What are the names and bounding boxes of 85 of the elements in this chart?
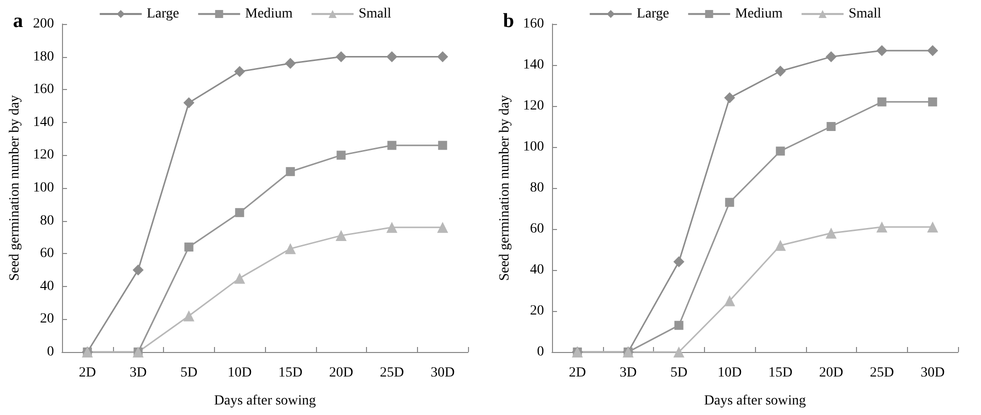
point <box>387 140 396 150</box>
point <box>234 272 246 284</box>
point <box>724 92 736 104</box>
chart-title: a <box>13 10 23 32</box>
y-tick-label: 0 <box>47 344 54 360</box>
x-tick-label: 15D <box>768 366 792 380</box>
x-tick-label: 5D <box>670 366 688 380</box>
point <box>437 222 448 233</box>
point <box>674 320 684 330</box>
point <box>336 150 346 160</box>
x-tick-label: 20D <box>819 366 844 380</box>
x-tick-label: 30D <box>430 366 455 380</box>
point <box>774 66 786 77</box>
point <box>183 310 194 322</box>
y-axis-title: Seed germination number by day <box>8 95 22 281</box>
point <box>724 295 736 306</box>
y-tick-label: 140 <box>523 58 544 72</box>
y-tick-label: 140 <box>33 114 54 130</box>
point <box>928 97 938 106</box>
y-tick-label: 60 <box>40 246 54 262</box>
point <box>927 45 938 56</box>
point <box>877 97 886 106</box>
point <box>826 228 837 239</box>
point <box>876 45 888 56</box>
point <box>438 140 448 150</box>
y-tick-label: 200 <box>33 16 54 32</box>
point <box>184 242 194 252</box>
x-tick-label: 10D <box>228 366 252 380</box>
point <box>774 240 786 251</box>
point <box>826 122 836 131</box>
point <box>826 51 837 62</box>
point <box>776 146 785 156</box>
y-tick-label: 180 <box>33 49 54 64</box>
legend-label: Large <box>636 6 670 22</box>
point <box>673 346 684 358</box>
point <box>235 208 244 218</box>
y-axis-title: Seed germination number by day <box>498 95 512 281</box>
legend-label: Small <box>358 6 392 22</box>
y-tick-label: 20 <box>40 312 54 327</box>
point <box>336 230 347 242</box>
point <box>927 221 938 232</box>
y-tick-label: 80 <box>40 213 54 228</box>
x-tick-label: 3D <box>620 366 637 380</box>
y-tick-label: 120 <box>33 148 54 163</box>
x-tick-label: 25D <box>380 366 404 380</box>
y-tick-label: 160 <box>33 82 54 98</box>
y-tick-label: 60 <box>530 222 544 236</box>
x-tick-label: 10D <box>718 366 742 380</box>
legend-label: Medium <box>735 6 783 22</box>
x-axis-title: Days after sowing <box>704 394 806 408</box>
y-tick-label: 100 <box>523 140 544 154</box>
x-tick-label: 30D <box>920 366 945 380</box>
point <box>386 222 398 233</box>
x-tick-label: 15D <box>278 366 302 380</box>
y-tick-label: 40 <box>40 278 54 294</box>
legend-label: Small <box>848 6 882 22</box>
point <box>234 66 246 78</box>
point <box>336 51 347 62</box>
point <box>725 198 734 207</box>
x-tick-label: 20D <box>329 366 354 380</box>
point <box>386 51 398 62</box>
legend-label: Medium <box>245 6 293 22</box>
point <box>132 264 144 276</box>
x-tick-label: 3D <box>130 366 147 380</box>
point <box>284 58 296 69</box>
y-tick-label: 120 <box>523 98 544 114</box>
point <box>183 97 194 108</box>
point <box>437 51 448 62</box>
x-tick-label: 2D <box>568 366 586 380</box>
y-tick-label: 80 <box>530 180 544 196</box>
x-tick-label: 5D <box>180 366 198 380</box>
x-tick-label: 25D <box>870 366 894 380</box>
y-tick-label: 0 <box>537 344 544 360</box>
x-axis-title: Days after sowing <box>214 394 316 408</box>
chart-title: b <box>503 10 514 32</box>
y-tick-label: 160 <box>523 16 544 32</box>
point <box>876 221 888 232</box>
point <box>286 167 295 176</box>
x-tick-label: 2D <box>78 366 96 380</box>
y-tick-label: 100 <box>33 180 54 196</box>
y-tick-label: 40 <box>530 262 544 278</box>
point <box>284 243 296 254</box>
y-tick-label: 20 <box>530 304 544 318</box>
point <box>673 256 684 268</box>
legend-label: Large <box>146 6 180 22</box>
